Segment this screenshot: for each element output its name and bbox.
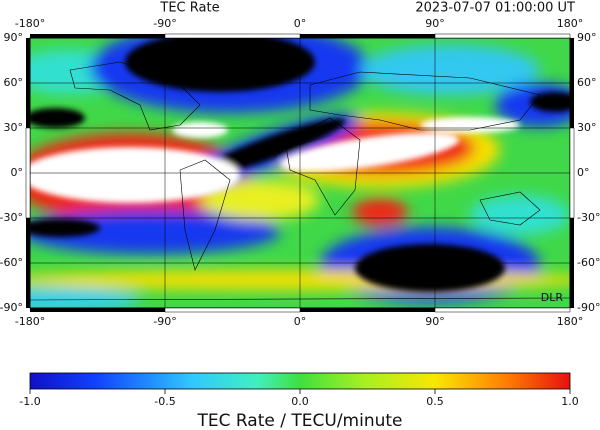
- lon-label: 180°: [557, 315, 584, 328]
- lon-label: 0°: [294, 315, 307, 328]
- map-frame: [25, 33, 575, 313]
- colorbar-tick-label: -1.0: [19, 395, 40, 408]
- lon-label: 90°: [425, 315, 445, 328]
- title: TEC Rate: [159, 1, 219, 16]
- lat-label: -60°: [577, 256, 600, 269]
- colorbar-label: TEC Rate / TECU/minute: [196, 411, 402, 430]
- lon-label: 0°: [294, 17, 307, 30]
- colorbar-tick-label: -0.5: [154, 395, 175, 408]
- lat-label: 0°: [11, 166, 24, 179]
- lon-label: -180°: [15, 315, 45, 328]
- lat-label: 90°: [577, 31, 597, 44]
- lat-label: -60°: [0, 256, 23, 269]
- lon-label: 180°: [557, 17, 584, 30]
- lat-label: 30°: [4, 121, 24, 134]
- colorbar-tick-label: 0.0: [291, 395, 309, 408]
- timestamp: 2023-07-07 01:00:00 UT: [415, 1, 575, 16]
- lat-label: -30°: [577, 211, 600, 224]
- lat-label: -90°: [577, 301, 600, 314]
- colorbar-tick-label: 0.5: [426, 395, 444, 408]
- lon-label: -180°: [15, 17, 45, 30]
- credit: DLR: [541, 291, 564, 304]
- lat-label: 0°: [577, 166, 590, 179]
- colorbar: [29, 372, 571, 390]
- lon-label: -90°: [153, 17, 176, 30]
- colorbar-tick-label: 1.0: [561, 395, 579, 408]
- lat-label: -30°: [0, 211, 23, 224]
- tec-map: [30, 38, 570, 308]
- lat-label: 60°: [577, 76, 597, 89]
- lat-label: 60°: [4, 76, 24, 89]
- lat-label: -90°: [0, 301, 23, 314]
- lat-label: 90°: [4, 31, 24, 44]
- lon-label: 90°: [425, 17, 445, 30]
- lat-label: 30°: [577, 121, 597, 134]
- graticule: [30, 38, 570, 308]
- lon-label: -90°: [153, 315, 176, 328]
